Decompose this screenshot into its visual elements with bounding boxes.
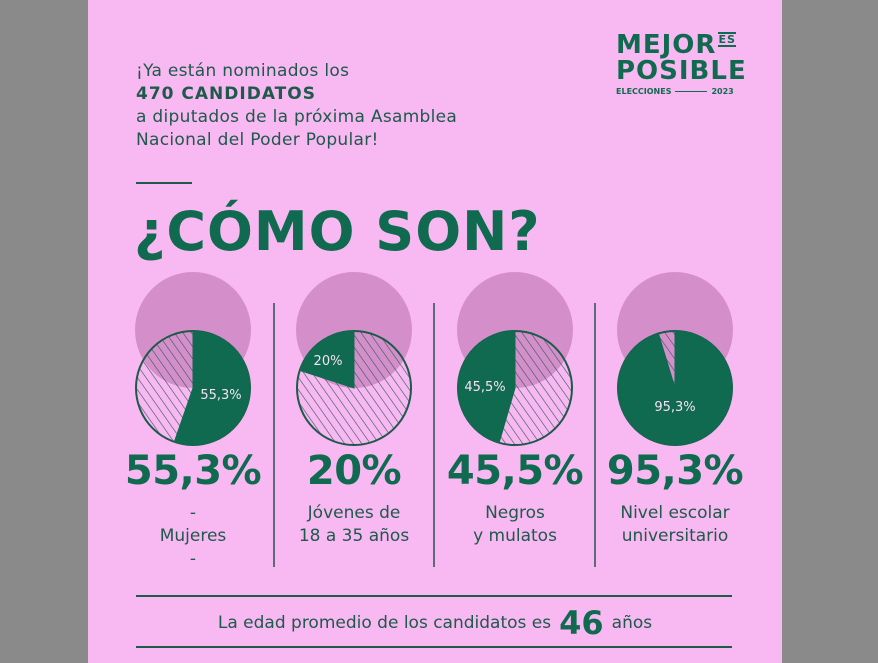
stat-label: - Mujeres - <box>159 503 227 569</box>
pie-slice <box>299 330 355 389</box>
stat-value: 20% <box>306 448 402 494</box>
age-value: 46 <box>559 604 604 642</box>
pie-chart: 20% <box>296 272 412 446</box>
stat-value: 95,3% <box>606 448 744 494</box>
stat-column: 20% 20% Jóvenes de 18 a 35 años <box>274 270 434 548</box>
logo-posible: POSIBLE <box>616 56 747 86</box>
column-divider <box>273 303 275 567</box>
intro-text: ¡Ya están nominados los 470 CANDIDATOS a… <box>136 60 457 152</box>
stat-column: 45,5% 45,5% Negros y mulatos <box>435 270 595 548</box>
pie-slice <box>617 330 733 446</box>
stat-column: 95,3% 95,3% Nivel escolar universitario <box>595 270 755 548</box>
pie-chart: 55,3% <box>135 272 251 446</box>
stat-label: Nivel escolar universitario <box>620 503 730 546</box>
infographic: ¡Ya están nominados los 470 CANDIDATOS a… <box>88 0 782 663</box>
candidates-count: 470 CANDIDATOS <box>136 84 316 104</box>
logo-mejor: MEJOR <box>616 30 717 60</box>
logo: MEJOR ES POSIBLE ELECCIONES 2023 <box>616 32 747 96</box>
stat-value: 45,5% <box>446 448 584 494</box>
page-title: ¿CÓMO SON? <box>134 200 541 263</box>
pie-label: 20% <box>314 354 343 369</box>
age-unit: años <box>611 613 653 633</box>
divider <box>136 646 732 648</box>
pie-label: 95,3% <box>654 400 695 415</box>
pie-slice <box>173 330 251 446</box>
pie-chart: 95,3% <box>617 272 733 446</box>
age-text: La edad promedio de los candidatos es <box>217 613 552 633</box>
pie-label: 45,5% <box>464 380 505 395</box>
stat-column: 55,3% 55,3% - Mujeres - <box>113 270 273 571</box>
stat-label: Negros y mulatos <box>473 503 557 546</box>
divider <box>136 182 192 184</box>
logo-es: ES <box>718 32 736 47</box>
average-age: La edad promedio de los candidatos es 46 a… <box>88 604 782 642</box>
intro-line: ¡Ya están nominados los <box>136 61 350 81</box>
divider <box>136 595 732 597</box>
stat-label: Jóvenes de 18 a 35 años <box>298 503 410 546</box>
logo-year: 2023 <box>711 87 734 96</box>
intro-line: a diputados de la próxima Asamblea <box>136 107 458 127</box>
pie-label: 55,3% <box>200 388 241 403</box>
pie-chart: 45,5% <box>457 272 573 446</box>
intro-line: Nacional del Poder Popular! <box>136 130 379 150</box>
pie-slice <box>457 330 516 444</box>
column-divider <box>433 303 435 567</box>
stat-value: 55,3% <box>124 448 262 494</box>
column-divider <box>594 303 596 567</box>
logo-elecciones: ELECCIONES <box>616 87 672 96</box>
